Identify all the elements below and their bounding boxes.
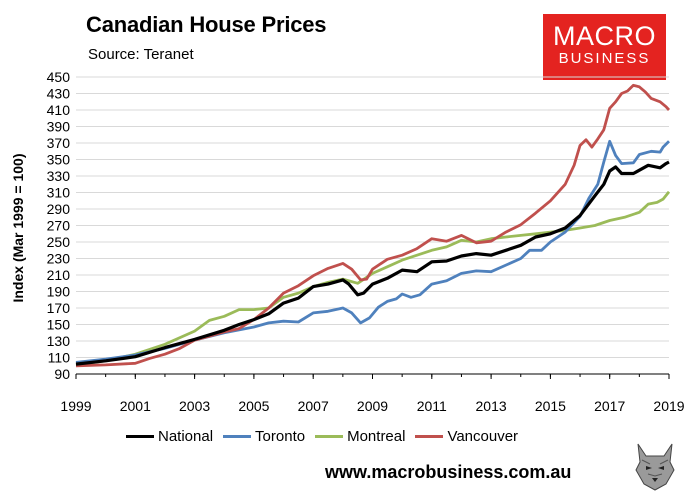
y-tick-label: 450 [47, 69, 71, 85]
legend-swatch-montreal [315, 435, 344, 438]
legend-label-vancouver: Vancouver [447, 428, 519, 445]
series-line-montreal [75, 190, 671, 367]
legend-swatch-national [126, 435, 154, 438]
y-tick-label: 330 [47, 168, 71, 184]
macrobusiness-logo: MACRO BUSINESS [543, 14, 666, 80]
website-url[interactable]: www.macrobusiness.com.au [325, 462, 572, 482]
x-tick-label: 2003 [179, 398, 210, 414]
y-tick-label: 210 [47, 267, 71, 283]
y-tick-label: 370 [47, 135, 71, 151]
x-tick-label: 2015 [535, 398, 566, 414]
y-tick-label: 170 [47, 300, 71, 316]
y-tick-label: 270 [47, 218, 71, 234]
x-tick-label: 2001 [120, 398, 151, 414]
x-tick-label: 2007 [298, 398, 329, 414]
x-tick-label: 2011 [417, 398, 447, 414]
y-tick-label: 250 [47, 234, 71, 250]
grid-lines [76, 76, 669, 375]
series-lines [75, 83, 671, 368]
y-tick-label: 390 [47, 119, 71, 135]
chart-subtitle: Source: Teranet [88, 46, 194, 63]
y-tick-label: 310 [47, 185, 71, 201]
y-tick-label: 150 [47, 317, 71, 333]
x-tick-label: 2013 [476, 398, 507, 414]
legend-item-toronto: Toronto [223, 428, 305, 445]
legend-item-vancouver: Vancouver [415, 428, 518, 445]
y-tick-label: 290 [47, 201, 71, 217]
logo-line1: MACRO [553, 21, 656, 51]
x-tick-label: 2019 [653, 398, 684, 414]
y-tick-label: 90 [54, 366, 70, 382]
legend-label-national: National [158, 428, 214, 445]
x-tick-label: 1999 [60, 398, 91, 414]
chart-title: Canadian House Prices [86, 12, 327, 37]
series-line-vancouver [75, 83, 671, 368]
legend-label-montreal: Montreal [347, 428, 406, 445]
y-tick-label: 410 [47, 102, 71, 118]
legend-label-toronto: Toronto [255, 428, 306, 445]
series-line-toronto [75, 139, 670, 364]
legend: National Toronto Montreal Vancouver [126, 428, 528, 445]
wolf-logo-icon [632, 440, 678, 492]
y-tick-label: 110 [48, 350, 71, 366]
x-tick-label: 2017 [594, 398, 625, 414]
y-tick-label: 190 [47, 284, 71, 300]
legend-swatch-vancouver [415, 435, 444, 438]
x-tick-label: 2005 [238, 398, 269, 414]
legend-swatch-toronto [223, 435, 252, 438]
x-axis-ticks: 1999 2001 2003 2005 2007 2009 2011 2013 2015 2017… [60, 373, 685, 414]
y-tick-label: 430 [47, 86, 71, 102]
y-tick-label: 130 [47, 333, 71, 349]
y-tick-label: 350 [47, 152, 71, 168]
x-tick-label: 2009 [357, 398, 388, 414]
legend-item-montreal: Montreal [315, 428, 405, 445]
logo-line2: BUSINESS [558, 50, 651, 67]
y-tick-label: 230 [47, 251, 71, 267]
legend-item-national: National [126, 428, 213, 445]
series-line-national [75, 160, 670, 366]
y-axis-ticks: 9011013015017019021023025027029031033035… [47, 69, 71, 382]
